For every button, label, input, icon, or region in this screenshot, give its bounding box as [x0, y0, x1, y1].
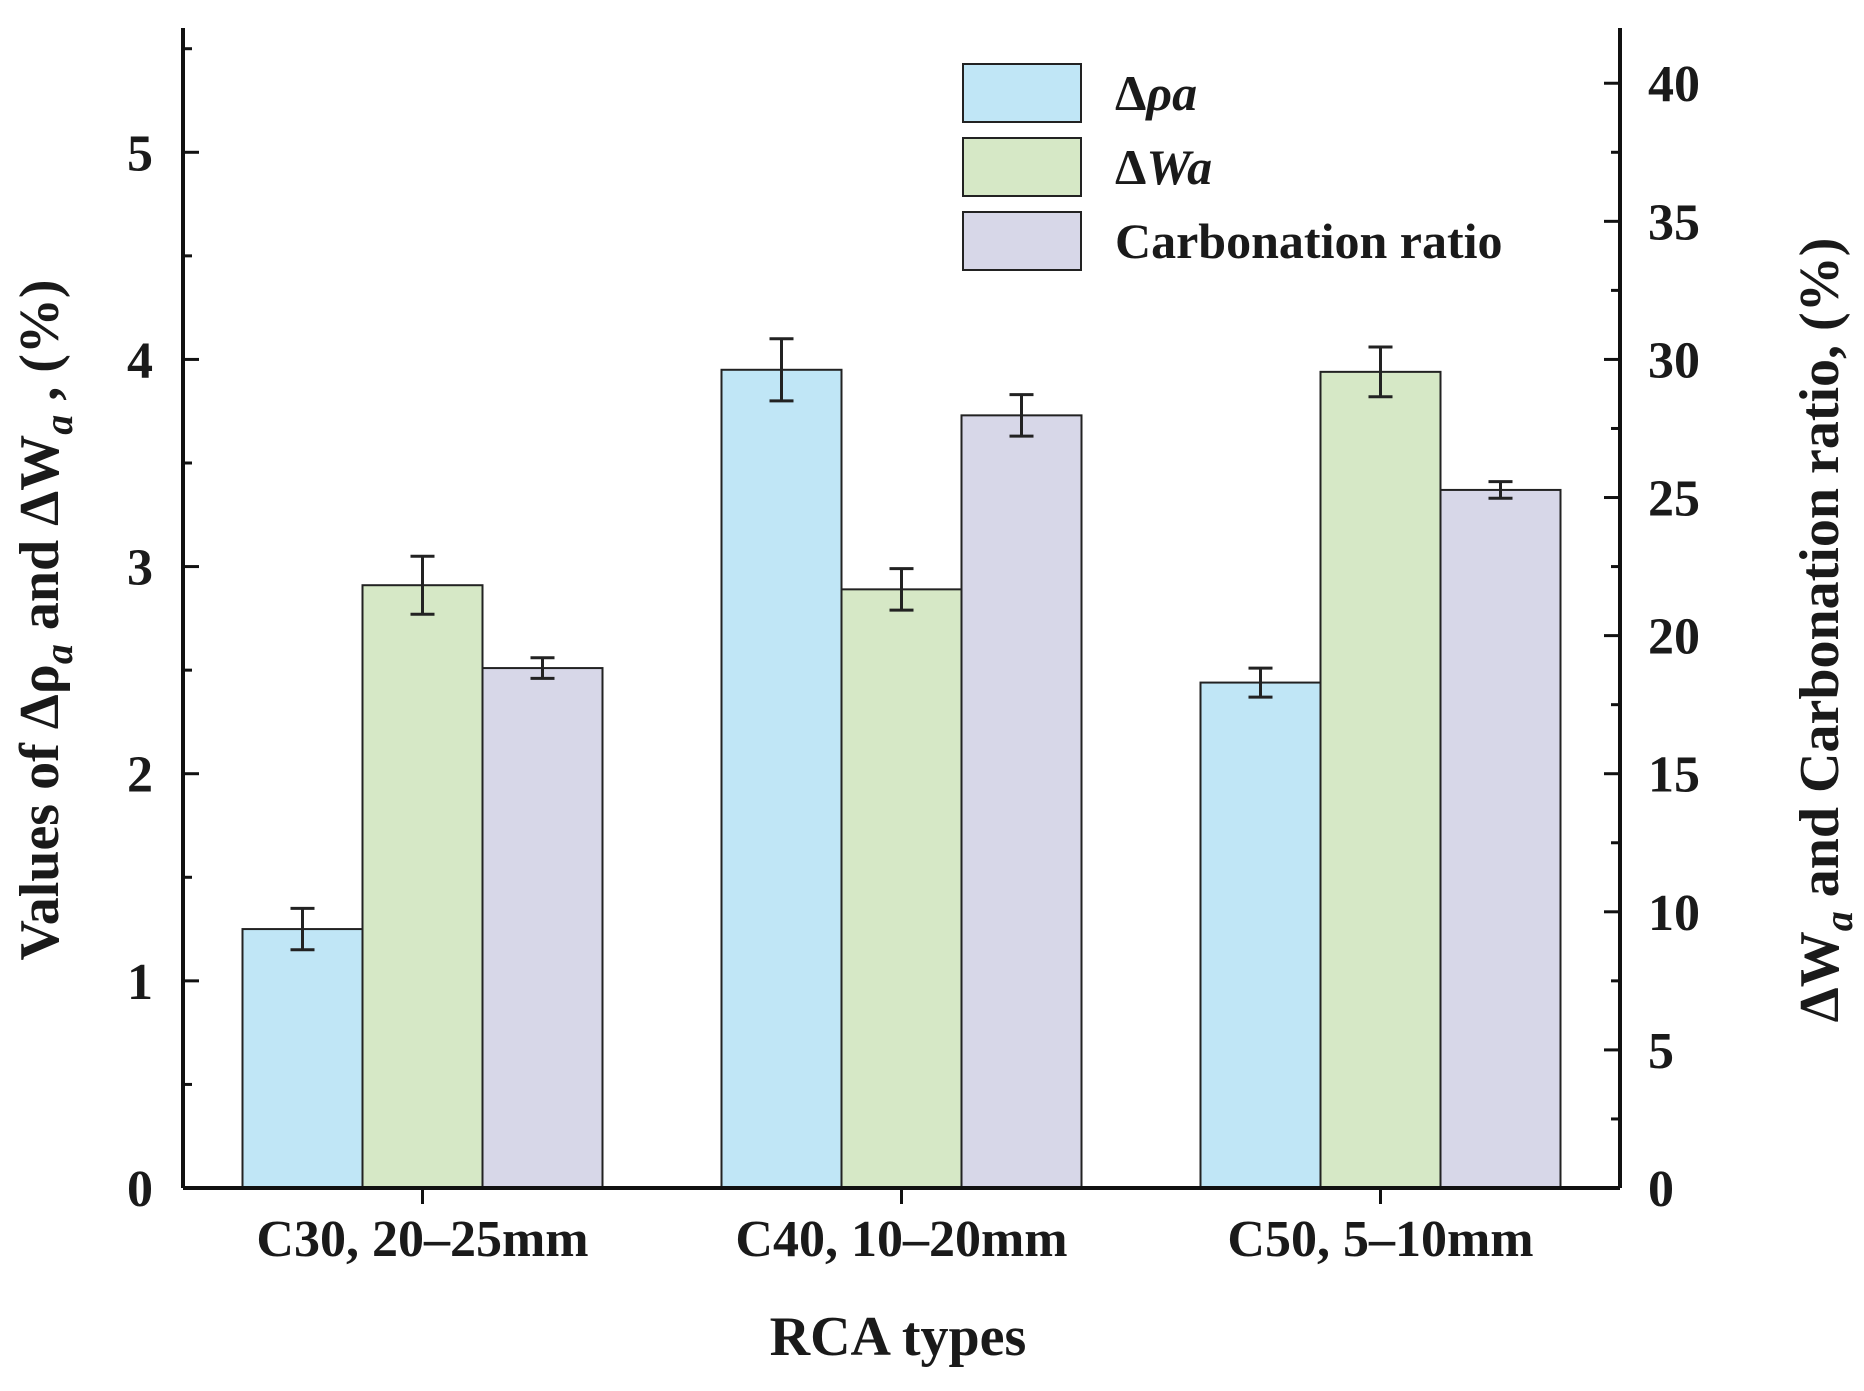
legend-label-symbol-0: Δ	[1115, 65, 1146, 121]
bar-0-0	[241, 928, 364, 1189]
bar-1-1	[840, 588, 963, 1189]
bar-1-2	[1319, 370, 1442, 1190]
bar-1-0	[361, 584, 484, 1189]
left-tick-label-4: 4	[127, 332, 153, 389]
left-tick-label-1: 1	[127, 954, 153, 1011]
bar-2-1	[960, 414, 1083, 1190]
left-axis-title-part3: , (%)	[9, 279, 71, 414]
left-axis-title: Values of Δρa and ΔWa , (%)	[9, 279, 81, 960]
left-axis-title-part2: and ΔW	[9, 435, 71, 644]
legend-label-1: ΔWa	[1115, 139, 1212, 195]
legend-swatch-1	[962, 137, 1082, 197]
category-label-0: C30, 20–25mm	[256, 1211, 588, 1268]
right-tick-label-6: 30	[1648, 332, 1700, 389]
category-labels: C30, 20–25mm C40, 10–20mm C50, 5–10mm	[256, 1188, 1534, 1268]
right-axis-title-part2: and Carbonation ratio, (%)	[1789, 238, 1851, 912]
legend-label-italic-0: ρa	[1144, 65, 1197, 121]
right-tick-label-4: 20	[1648, 609, 1700, 666]
right-axis-title-part1: ΔW	[1789, 931, 1851, 1022]
right-axis-title-sub: a	[1816, 911, 1861, 931]
right-tick-label-7: 35	[1648, 194, 1700, 251]
error-bars-group	[290, 337, 1513, 952]
bars-group	[241, 368, 1562, 1190]
right-axis-ticks: 0 5 10 15 20 25 30 35 40	[1604, 56, 1700, 1218]
bar-0-1	[720, 368, 843, 1189]
right-tick-label-8: 40	[1648, 56, 1700, 113]
right-tick-label-5: 25	[1648, 471, 1700, 528]
category-label-2: C50, 5–10mm	[1227, 1211, 1533, 1268]
legend-swatch-0	[962, 63, 1082, 123]
bar-2-0	[481, 667, 604, 1189]
left-tick-label-2: 2	[127, 747, 153, 804]
right-tick-label-2: 10	[1648, 885, 1700, 942]
legend-label-italic-1: Wa	[1146, 139, 1212, 195]
category-label-1: C40, 10–20mm	[735, 1211, 1067, 1268]
left-tick-label-0: 0	[127, 1161, 153, 1218]
right-tick-label-0: 0	[1648, 1161, 1674, 1218]
left-tick-label-5: 5	[127, 125, 153, 182]
right-axis-title: ΔWa and Carbonation ratio, (%)	[1789, 238, 1861, 1023]
left-axis-title-sub2: a	[36, 415, 81, 435]
bar-2-2	[1439, 488, 1562, 1189]
left-axis-ticks: 0 1 2 3 4 5	[127, 47, 199, 1218]
legend-label-0: Δρa	[1115, 65, 1197, 121]
legend-swatch-2	[962, 211, 1082, 271]
x-axis-title: RCA types	[770, 1306, 1027, 1368]
right-tick-label-1: 5	[1648, 1023, 1674, 1080]
left-axis-title-sub1: a	[36, 644, 81, 664]
left-axis-title-part1: Values of Δρ	[9, 664, 71, 960]
legend-label-2: Carbonation ratio	[1115, 213, 1503, 269]
left-tick-label-3: 3	[127, 540, 153, 597]
bar-0-2	[1199, 681, 1322, 1189]
right-tick-label-3: 15	[1648, 747, 1700, 804]
legend-label-symbol-1: Δ	[1115, 139, 1146, 195]
